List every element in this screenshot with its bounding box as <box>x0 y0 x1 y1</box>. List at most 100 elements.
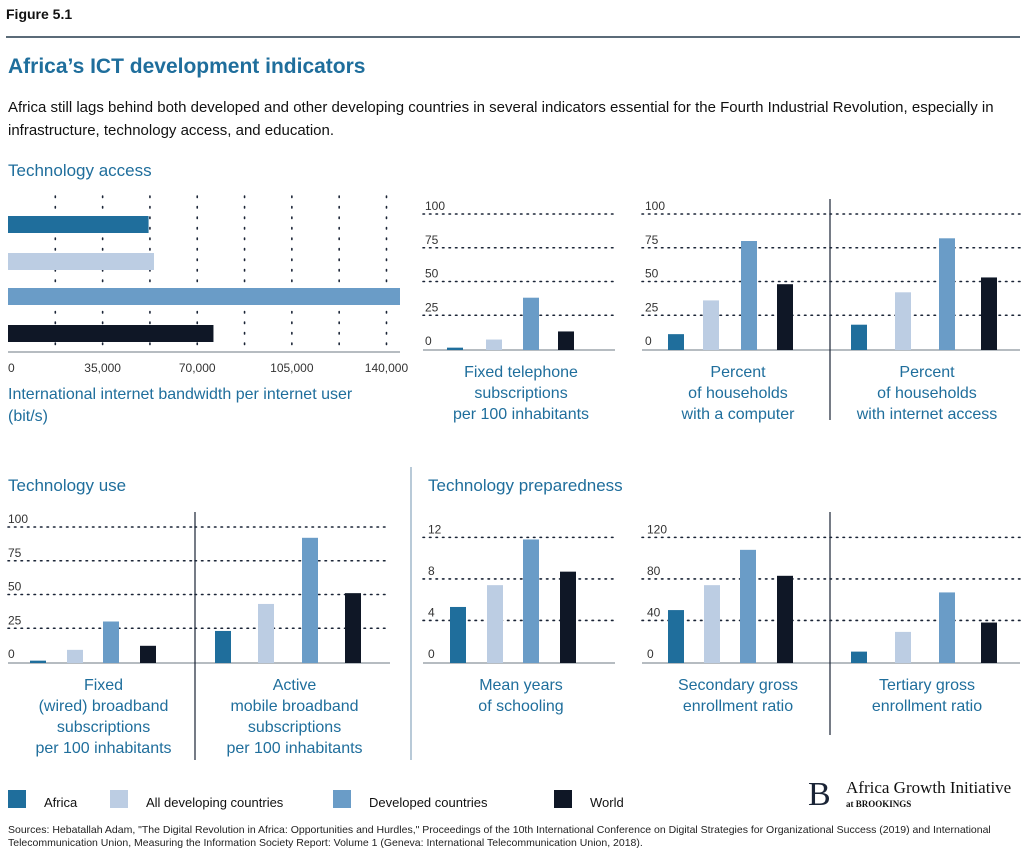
chart-label-internet-access-0: Percent <box>899 364 955 381</box>
tick-label-fixed-telephone-0: 0 <box>425 334 432 348</box>
chart-label-computer-2: with a computer <box>681 406 796 423</box>
bar-mobile-broadband-all-developing-countries <box>258 603 274 663</box>
bar-secondary-africa <box>668 610 684 663</box>
chart-label-computer-0: Percent <box>710 364 766 381</box>
bar-computer-developed-countries <box>741 241 757 350</box>
bar-mobile-broadband-world <box>345 593 361 663</box>
tick-label-fixed-telephone-75: 75 <box>425 233 439 247</box>
tick-label-bandwidth-105000: 105,000 <box>270 361 314 375</box>
bar-mobile-broadband-africa <box>215 630 231 663</box>
tick-label-fixed-broadband-75: 75 <box>8 546 22 560</box>
brookings-logo-name: Africa Growth Initiative <box>846 778 1012 797</box>
bar-secondary-all-developing-countries <box>704 585 720 663</box>
chart-label-schooling-0: Mean years <box>479 677 563 694</box>
figure-label: Figure 5.1 <box>6 6 73 22</box>
bar-fixed-broadband-all-developing-countries <box>67 649 83 663</box>
chart-label-mobile-broadband-2: subscriptions <box>248 719 341 736</box>
bar-fixed-telephone-all-developing-countries <box>486 339 502 350</box>
bar-fixed-telephone-africa <box>447 347 463 350</box>
tick-label-secondary-80: 80 <box>647 564 661 578</box>
legend-label-world: World <box>590 795 624 810</box>
bar-bandwidth-world <box>8 325 214 342</box>
tick-label-secondary-120: 120 <box>647 522 667 536</box>
tick-label-fixed-broadband-25: 25 <box>8 613 22 627</box>
bar-fixed-telephone-developed-countries <box>523 297 539 350</box>
tick-label-fixed-telephone-100: 100 <box>425 199 445 213</box>
bar-bandwidth-africa <box>8 216 149 233</box>
chart-label-mobile-broadband-0: Active <box>273 677 317 694</box>
bar-schooling-all-developing-countries <box>487 585 503 663</box>
chart-label-fixed-telephone-0: Fixed telephone <box>464 364 578 381</box>
tick-label-computer-75: 75 <box>645 233 659 247</box>
legend-label-developed: Developed countries <box>369 795 488 810</box>
tick-label-bandwidth-140000: 140,000 <box>365 361 409 375</box>
chart-label-fixed-broadband-0: Fixed <box>84 677 123 694</box>
brookings-logo-sub: at BROOKINGS <box>846 799 912 809</box>
sources-note: Sources: Hebatallah Adam, "The Digital R… <box>8 824 991 849</box>
bar-bandwidth-developed-countries <box>8 288 400 305</box>
section-technology-access: Technology access <box>8 161 152 180</box>
bar-tertiary-all-developing-countries <box>895 631 911 663</box>
chart-label-tertiary-0: Tertiary gross <box>879 677 975 694</box>
bar-secondary-world <box>777 575 793 663</box>
legend-swatch-developing <box>110 790 128 808</box>
bar-internet-access-all-developing-countries <box>895 292 911 350</box>
chart-label-mobile-broadband-1: mobile broadband <box>230 698 358 715</box>
bar-schooling-world <box>560 571 576 663</box>
legend-swatch-africa <box>8 790 26 808</box>
tick-label-schooling-4: 4 <box>428 605 435 619</box>
tick-label-fixed-telephone-50: 50 <box>425 267 439 281</box>
section-technology-use: Technology use <box>8 476 127 495</box>
bar-fixed-telephone-world <box>558 331 574 350</box>
figure-subtitle: Africa still lags behind both developed … <box>8 99 994 139</box>
figure-title: Africa’s ICT development indicators <box>8 55 366 78</box>
tick-label-fixed-broadband-50: 50 <box>8 580 22 594</box>
legend-label-africa: Africa <box>44 795 78 810</box>
section-technology-preparedness: Technology preparedness <box>428 476 623 495</box>
chart-label-secondary-1: enrollment ratio <box>683 698 793 715</box>
bar-computer-africa <box>668 334 684 350</box>
chart-label-bandwidth-0: International internet bandwidth per int… <box>8 386 353 403</box>
chart-label-schooling-1: of schooling <box>478 698 563 715</box>
bar-internet-access-developed-countries <box>939 238 955 350</box>
tick-label-secondary-40: 40 <box>647 605 661 619</box>
bar-tertiary-africa <box>851 651 867 663</box>
tick-label-schooling-12: 12 <box>428 522 442 536</box>
bar-bandwidth-all-developing-countries <box>8 253 154 270</box>
tick-label-fixed-broadband-100: 100 <box>8 512 28 526</box>
chart-label-fixed-telephone-2: per 100 inhabitants <box>453 406 589 423</box>
chart-label-fixed-telephone-1: subscriptions <box>474 385 567 402</box>
bar-computer-world <box>777 284 793 350</box>
chart-label-computer-1: of households <box>688 385 788 402</box>
bar-tertiary-developed-countries <box>939 592 955 663</box>
bar-mobile-broadband-developed-countries <box>302 537 318 663</box>
legend-swatch-developed <box>333 790 351 808</box>
bar-tertiary-world <box>981 622 997 663</box>
brookings-logo-mark: B <box>808 776 831 813</box>
legend-swatch-world <box>554 790 572 808</box>
tick-label-secondary-0: 0 <box>647 647 654 661</box>
tick-label-computer-0: 0 <box>645 334 652 348</box>
chart-label-secondary-0: Secondary gross <box>678 677 798 694</box>
bar-schooling-developed-countries <box>523 539 539 663</box>
bar-fixed-broadband-developed-countries <box>103 621 119 663</box>
header-rule <box>6 36 1020 38</box>
tick-label-schooling-0: 0 <box>428 647 435 661</box>
tick-label-bandwidth-70000: 70,000 <box>179 361 216 375</box>
bar-computer-all-developing-countries <box>703 300 719 350</box>
chart-label-fixed-broadband-1: (wired) broadband <box>39 698 169 715</box>
bar-fixed-broadband-africa <box>30 660 46 663</box>
chart-label-tertiary-1: enrollment ratio <box>872 698 982 715</box>
bar-internet-access-africa <box>851 324 867 350</box>
chart-label-internet-access-1: of households <box>877 385 977 402</box>
chart-label-mobile-broadband-3: per 100 inhabitants <box>226 740 362 757</box>
tick-label-bandwidth-0: 0 <box>8 361 15 375</box>
tick-label-bandwidth-35000: 35,000 <box>84 361 121 375</box>
bar-secondary-developed-countries <box>740 549 756 663</box>
bar-fixed-broadband-world <box>140 645 156 663</box>
tick-label-fixed-broadband-0: 0 <box>8 647 15 661</box>
chart-label-fixed-broadband-2: subscriptions <box>57 719 150 736</box>
chart-label-internet-access-2: with internet access <box>856 406 998 423</box>
bar-schooling-africa <box>450 606 466 663</box>
